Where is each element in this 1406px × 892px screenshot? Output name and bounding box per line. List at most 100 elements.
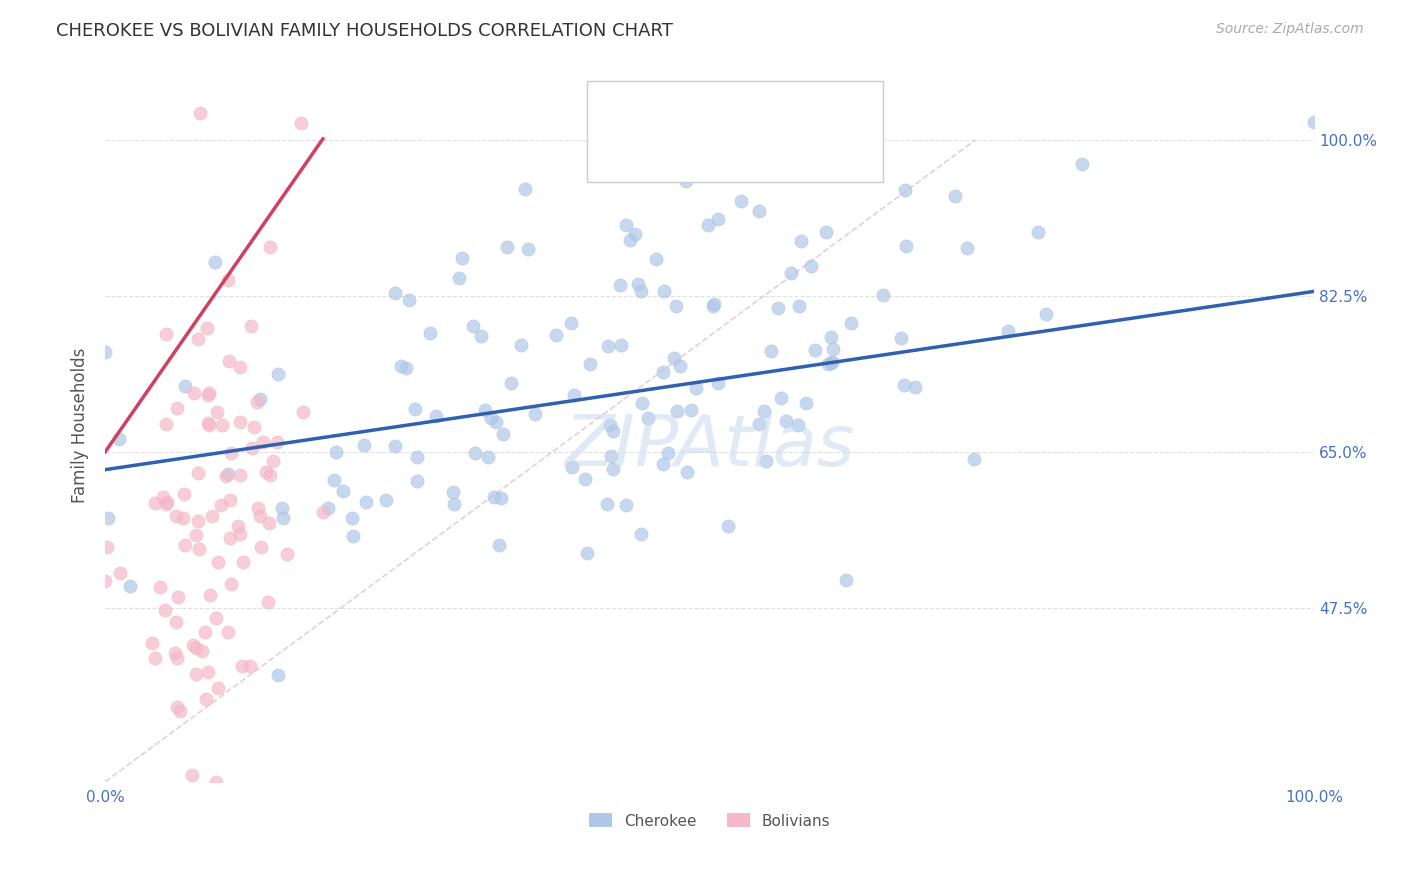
Point bbox=[464, 446, 486, 460]
Point bbox=[752, 404, 775, 418]
Point bbox=[231, 658, 253, 673]
Point bbox=[332, 483, 354, 498]
Point bbox=[108, 433, 131, 447]
Point bbox=[143, 496, 166, 510]
Point bbox=[217, 467, 239, 481]
Text: 135: 135 bbox=[823, 101, 856, 115]
Point bbox=[232, 555, 254, 569]
Point bbox=[894, 183, 917, 197]
Text: N =: N = bbox=[770, 101, 807, 115]
Point bbox=[654, 284, 676, 298]
Text: N =: N = bbox=[770, 146, 807, 161]
Point bbox=[896, 239, 918, 253]
Point bbox=[257, 516, 280, 530]
Point bbox=[266, 368, 288, 382]
Point bbox=[681, 402, 703, 417]
Point bbox=[195, 692, 218, 706]
Point bbox=[706, 376, 728, 390]
Point bbox=[1303, 115, 1326, 129]
Point bbox=[290, 116, 312, 130]
Point bbox=[217, 624, 239, 639]
Point bbox=[484, 415, 506, 429]
Point bbox=[389, 359, 412, 373]
Point bbox=[211, 418, 233, 433]
Point bbox=[342, 529, 364, 543]
Point bbox=[108, 566, 131, 580]
Point bbox=[596, 497, 619, 511]
Point bbox=[675, 466, 697, 480]
Point bbox=[198, 417, 221, 432]
Point bbox=[759, 344, 782, 359]
Point bbox=[664, 351, 686, 365]
Point bbox=[945, 189, 967, 203]
Point bbox=[657, 446, 679, 460]
Point bbox=[789, 234, 811, 248]
Text: R =: R = bbox=[647, 101, 682, 115]
Point bbox=[669, 359, 692, 373]
Point bbox=[195, 320, 218, 334]
Point bbox=[167, 591, 190, 605]
Point bbox=[155, 497, 177, 511]
Point bbox=[239, 658, 262, 673]
Point bbox=[404, 401, 426, 416]
Point bbox=[630, 396, 652, 410]
Point bbox=[665, 404, 688, 418]
Point bbox=[249, 392, 271, 407]
Point bbox=[491, 491, 513, 505]
Point bbox=[197, 388, 219, 402]
Point bbox=[804, 343, 827, 358]
Point bbox=[1070, 156, 1092, 170]
Point bbox=[183, 386, 205, 401]
Point bbox=[96, 540, 118, 554]
Point bbox=[872, 287, 894, 301]
Point bbox=[730, 194, 752, 209]
Point bbox=[614, 219, 637, 233]
Point bbox=[1026, 225, 1049, 239]
Point bbox=[152, 490, 174, 504]
Point bbox=[291, 405, 314, 419]
Point bbox=[173, 487, 195, 501]
Point bbox=[240, 318, 263, 333]
Point bbox=[188, 541, 211, 556]
Point bbox=[242, 441, 264, 455]
Point bbox=[644, 252, 666, 267]
FancyBboxPatch shape bbox=[586, 81, 883, 182]
Point bbox=[250, 540, 273, 554]
Point bbox=[184, 640, 207, 655]
Point bbox=[406, 450, 429, 464]
Point bbox=[779, 266, 801, 280]
Point bbox=[956, 242, 979, 256]
Point bbox=[835, 573, 858, 587]
Point bbox=[165, 509, 187, 524]
Point bbox=[325, 445, 347, 459]
Point bbox=[515, 182, 537, 196]
Text: 0.410: 0.410 bbox=[699, 101, 749, 115]
Point bbox=[697, 218, 720, 232]
Point bbox=[890, 331, 912, 345]
Point bbox=[517, 242, 540, 256]
Point bbox=[188, 106, 211, 120]
Point bbox=[997, 324, 1019, 338]
Point bbox=[461, 319, 484, 334]
Point bbox=[197, 417, 219, 431]
Point bbox=[579, 357, 602, 371]
Point bbox=[165, 615, 187, 630]
Point bbox=[141, 636, 163, 650]
Point bbox=[775, 414, 797, 428]
Point bbox=[443, 497, 465, 511]
Point bbox=[204, 254, 226, 268]
Point bbox=[120, 579, 142, 593]
Point bbox=[218, 353, 240, 368]
Point bbox=[246, 500, 269, 515]
Point bbox=[166, 401, 188, 415]
Point bbox=[609, 277, 631, 292]
Point bbox=[174, 538, 197, 552]
Point bbox=[312, 505, 335, 519]
Point bbox=[450, 251, 472, 265]
Point bbox=[384, 286, 406, 301]
Point bbox=[96, 511, 118, 525]
Point bbox=[651, 457, 673, 471]
Point bbox=[703, 296, 725, 310]
Point bbox=[205, 611, 228, 625]
Point bbox=[197, 665, 219, 679]
